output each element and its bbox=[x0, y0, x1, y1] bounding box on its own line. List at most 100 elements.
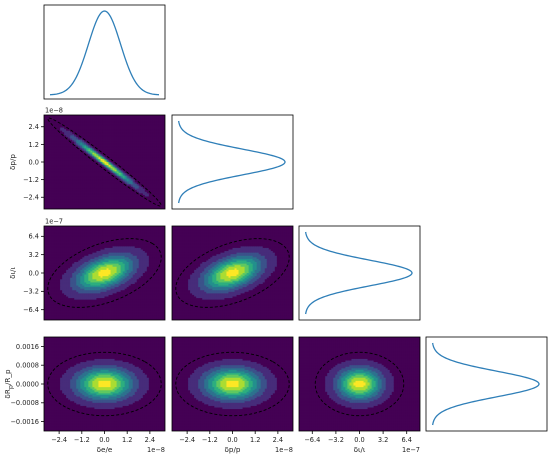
heat-cell bbox=[64, 146, 67, 149]
heat-cell bbox=[48, 125, 51, 128]
heat-cell bbox=[138, 172, 142, 175]
heat-cell bbox=[130, 190, 134, 193]
heat-cell bbox=[104, 152, 107, 155]
heat-cell bbox=[44, 274, 47, 277]
heat-cell bbox=[48, 233, 51, 236]
heat-cell bbox=[56, 285, 59, 288]
heat-cell bbox=[72, 229, 75, 232]
heat-cell bbox=[56, 196, 59, 199]
heat-cell bbox=[150, 121, 154, 124]
heat-cell bbox=[58, 241, 61, 244]
heat-cell bbox=[84, 168, 87, 171]
heat-cell bbox=[110, 185, 113, 188]
heat-cell bbox=[112, 127, 115, 130]
heat-cell bbox=[74, 227, 77, 230]
heat-cell bbox=[108, 141, 111, 144]
heat-cell bbox=[82, 204, 85, 207]
heat-cell bbox=[46, 187, 49, 190]
heat-cell bbox=[112, 168, 115, 171]
heat-cell bbox=[74, 166, 77, 169]
heat-cell bbox=[106, 115, 109, 117]
heat-cell bbox=[76, 174, 79, 177]
heat-cell bbox=[146, 179, 150, 182]
heat-cell bbox=[76, 298, 79, 301]
heat-cell bbox=[66, 301, 69, 304]
heat-cell bbox=[54, 282, 57, 285]
heat-cell bbox=[70, 121, 73, 124]
heat-cell bbox=[126, 171, 130, 174]
heat-cell bbox=[70, 185, 73, 188]
heat-cell bbox=[88, 163, 91, 166]
heat-cell bbox=[92, 158, 95, 161]
heat-cell bbox=[88, 177, 91, 180]
heat-cell bbox=[94, 127, 97, 130]
heat-cell bbox=[94, 124, 97, 127]
heat-cell bbox=[56, 301, 59, 304]
heat-cell bbox=[52, 187, 55, 190]
heat-cell bbox=[140, 198, 144, 200]
heat-cell bbox=[162, 115, 165, 117]
heat-cell bbox=[52, 180, 55, 183]
heat-cell bbox=[134, 149, 138, 152]
heat-cell bbox=[146, 118, 150, 121]
heat-cell bbox=[100, 196, 103, 199]
heat-cell bbox=[140, 160, 144, 163]
heat-cell bbox=[134, 118, 138, 121]
heat-cell bbox=[112, 155, 115, 158]
heat-cell bbox=[54, 293, 57, 296]
heat-cell bbox=[106, 163, 109, 166]
heat-cell bbox=[86, 163, 89, 166]
heat-cell bbox=[144, 194, 148, 197]
heat-cell bbox=[68, 230, 71, 233]
heat-cell bbox=[156, 191, 160, 194]
heat-cell bbox=[100, 198, 103, 200]
heat-cell bbox=[52, 249, 55, 252]
heat-cell bbox=[94, 135, 97, 138]
heat-cell bbox=[64, 141, 67, 144]
heat-cell bbox=[60, 166, 63, 169]
heat-cell bbox=[60, 151, 63, 153]
heat-cell bbox=[116, 179, 120, 182]
heat-cell bbox=[124, 165, 128, 168]
heat-cell bbox=[152, 187, 156, 190]
heat-cell bbox=[130, 127, 134, 130]
heat-cell bbox=[108, 169, 111, 172]
heat-cell bbox=[136, 198, 140, 200]
heat-cell bbox=[120, 176, 124, 179]
heat-cell bbox=[102, 119, 105, 122]
heat-cell bbox=[138, 168, 142, 171]
heat-cell bbox=[88, 136, 91, 139]
heat-cell bbox=[82, 165, 85, 168]
heat-cell bbox=[54, 202, 57, 205]
heat-cell bbox=[118, 194, 122, 197]
heat-cell bbox=[152, 193, 156, 196]
heat-cell bbox=[86, 285, 89, 288]
heat-cell bbox=[90, 152, 93, 155]
heat-cell bbox=[160, 144, 164, 147]
heat-cell bbox=[160, 162, 164, 164]
heat-cell bbox=[74, 130, 77, 133]
heat-cell bbox=[82, 122, 85, 125]
heat-cell bbox=[82, 125, 85, 128]
heat-cell bbox=[134, 152, 138, 155]
heat-cell bbox=[124, 138, 128, 141]
heat-cell bbox=[110, 147, 113, 150]
heat-cell bbox=[64, 283, 67, 286]
heat-cell bbox=[144, 163, 148, 166]
heat-cell bbox=[72, 198, 75, 200]
heat-cell bbox=[70, 124, 73, 127]
heat-cell bbox=[124, 141, 128, 144]
heat-cell bbox=[78, 133, 81, 136]
heat-cell bbox=[62, 285, 65, 288]
heat-cell bbox=[80, 277, 83, 280]
heat-cell bbox=[66, 254, 69, 257]
heat-cell bbox=[66, 266, 69, 269]
heat-cell bbox=[142, 185, 146, 188]
heat-cell bbox=[96, 116, 99, 119]
heat-cell bbox=[64, 125, 67, 128]
heat-cell bbox=[86, 236, 89, 239]
heat-cell bbox=[56, 191, 59, 194]
heat-cell bbox=[66, 265, 69, 268]
heat-cell bbox=[60, 229, 63, 232]
heat-cell bbox=[60, 268, 63, 271]
